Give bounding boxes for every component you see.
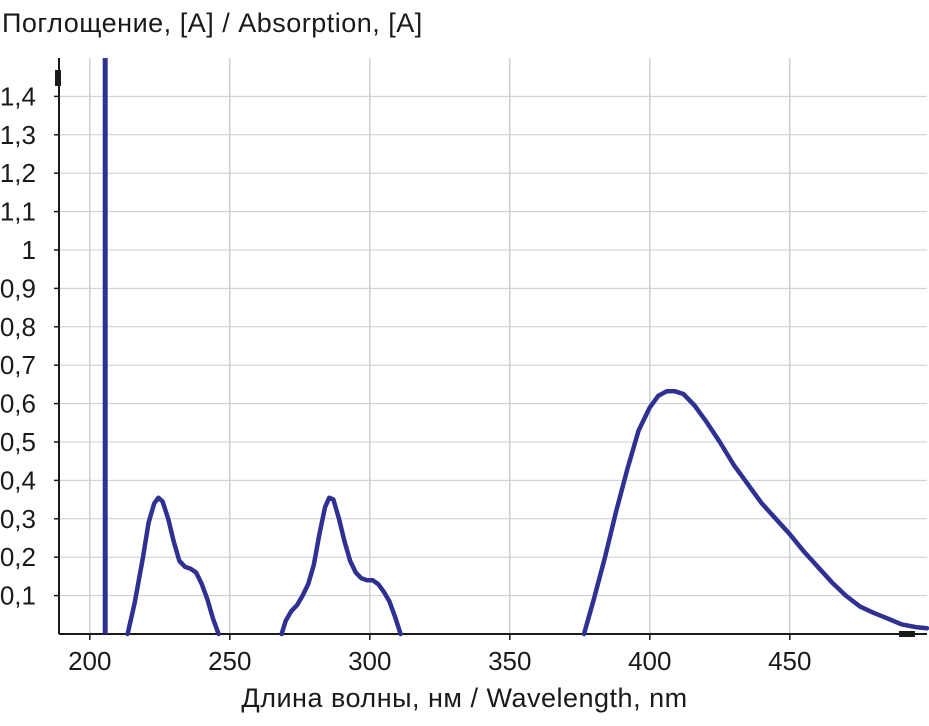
- spectrum-line-segment: [125, 495, 221, 637]
- y-tick-label: 0,2: [0, 542, 36, 572]
- x-axis-title: Длина волны, нм / Wavelength, nm: [241, 683, 688, 713]
- y-axis-title: Поглощение, [A] / Absorption, [A]: [2, 8, 423, 38]
- x-tick-label: 200: [68, 646, 111, 676]
- spectrum-line-segment: [581, 389, 929, 637]
- x-tick-label: 400: [628, 646, 671, 676]
- y-tick-label: 1,3: [0, 120, 36, 150]
- y-tick-label: 0,5: [0, 427, 36, 457]
- x-tick-label: 350: [488, 646, 531, 676]
- x-tick-label: 250: [208, 646, 251, 676]
- y-tick-label: 1,1: [0, 197, 36, 227]
- y-tick-label: 0,4: [0, 465, 36, 495]
- y-axis-cap-mark: [55, 70, 61, 86]
- y-tick-label: 1,2: [0, 158, 36, 188]
- y-tick-label: 0,6: [0, 389, 36, 419]
- y-tick-label: 1,4: [0, 81, 36, 111]
- y-tick-label: 0,3: [0, 504, 36, 534]
- y-tick-label: 0,1: [0, 581, 36, 611]
- y-tick-label: 0,8: [0, 312, 36, 342]
- spectrum-line-segment: [279, 495, 403, 637]
- x-axis-cap-mark: [899, 631, 915, 637]
- y-tick-label: 0,7: [0, 350, 36, 380]
- x-tick-label: 300: [348, 646, 391, 676]
- y-tick-label: 1: [22, 235, 36, 265]
- y-tick-label: 0,9: [0, 273, 36, 303]
- x-tick-label: 450: [768, 646, 811, 676]
